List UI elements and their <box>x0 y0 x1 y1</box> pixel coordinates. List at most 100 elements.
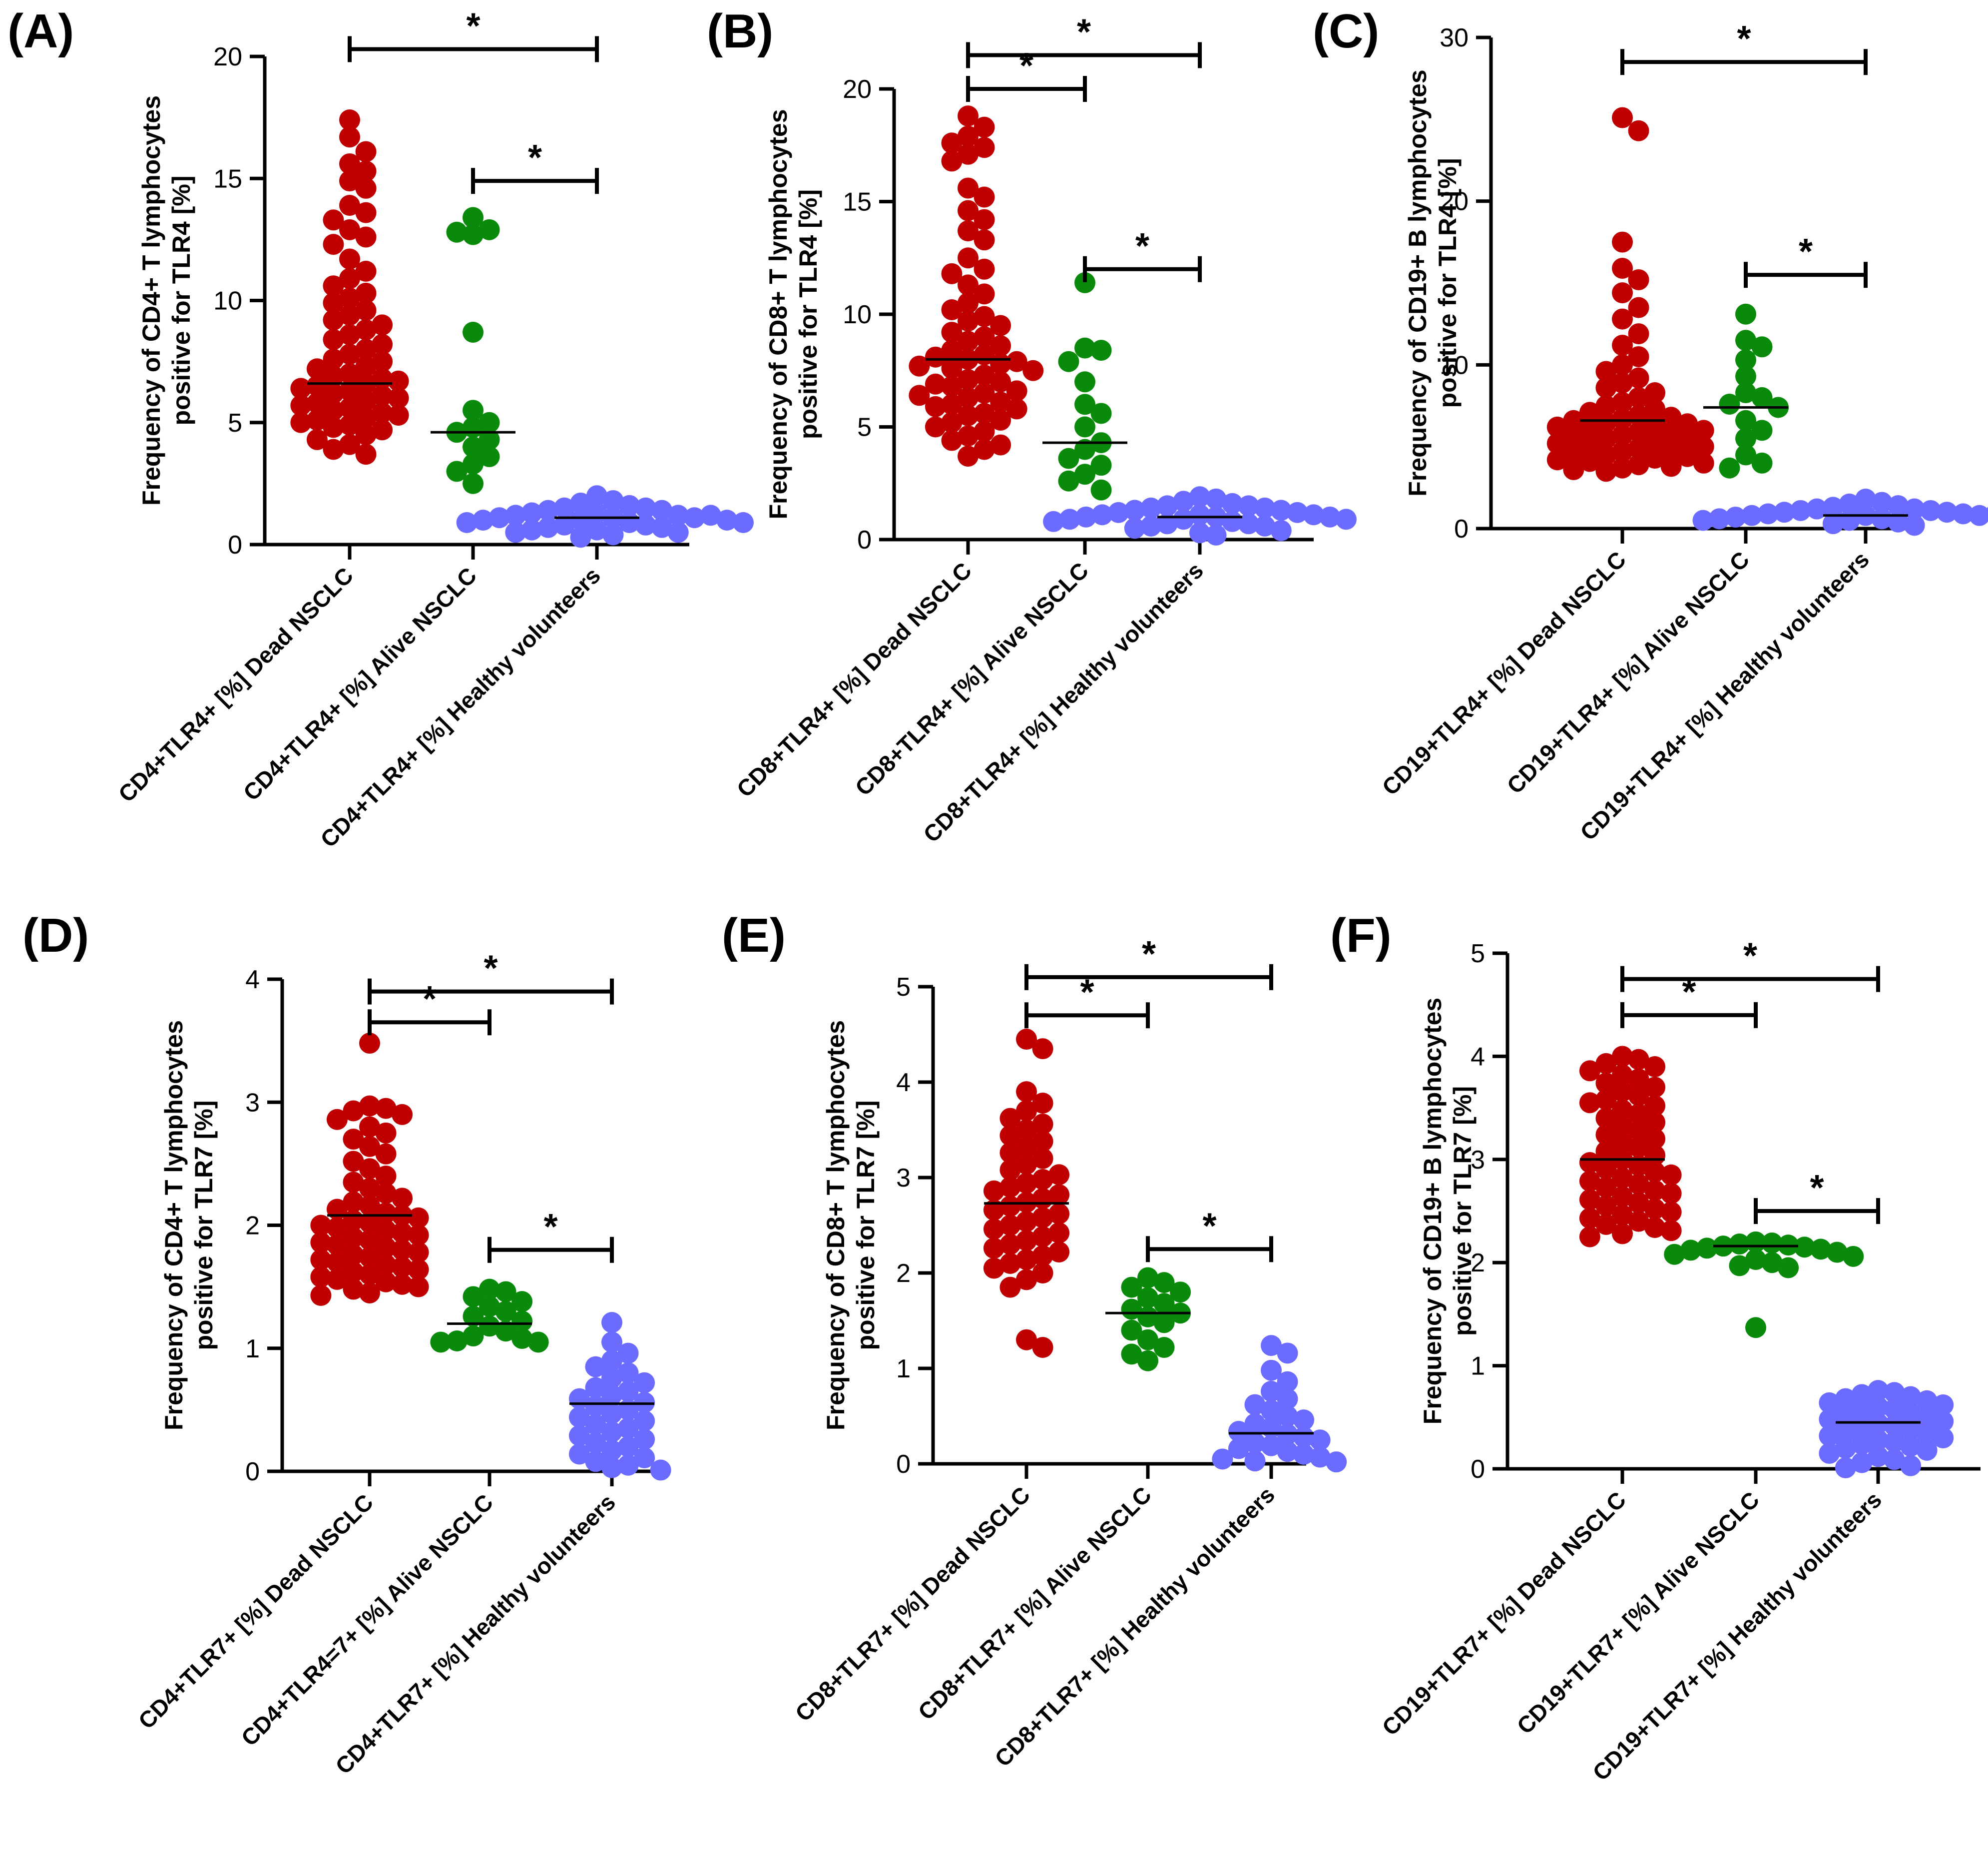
data-point <box>1677 446 1698 467</box>
data-point <box>355 260 377 282</box>
data-point <box>1851 1433 1873 1455</box>
data-point <box>323 292 344 314</box>
data-point <box>999 1177 1021 1198</box>
data-point <box>700 505 721 526</box>
data-point <box>1819 1443 1840 1464</box>
data-point <box>1091 504 1113 526</box>
data-point <box>446 221 468 243</box>
data-point <box>1016 1081 1037 1103</box>
data-point <box>1016 1100 1037 1122</box>
data-point <box>1244 1450 1266 1472</box>
data-point <box>355 226 377 248</box>
data-point <box>310 1232 332 1253</box>
data-point <box>1900 1386 1922 1407</box>
data-point <box>958 331 979 352</box>
data-point <box>1579 1060 1600 1082</box>
significance-label: * <box>1135 226 1149 266</box>
data-point <box>1595 361 1617 382</box>
series-dead-nsclc <box>1546 107 1714 482</box>
data-point <box>1644 1128 1666 1150</box>
data-point <box>343 1100 364 1122</box>
y-tick-label: 2 <box>896 1259 911 1288</box>
data-point <box>359 1246 380 1268</box>
data-point <box>983 1219 1004 1240</box>
data-point <box>1612 408 1633 430</box>
data-point <box>1751 420 1773 441</box>
y-tick-label: 15 <box>843 188 872 217</box>
data-point <box>1794 1237 1815 1258</box>
data-point <box>495 1300 516 1322</box>
data-point <box>1644 1077 1666 1098</box>
data-point <box>602 524 624 546</box>
data-point <box>941 412 963 433</box>
data-point <box>1156 495 1178 517</box>
data-point <box>585 1395 606 1417</box>
data-point <box>651 500 673 521</box>
y-tick-label: 20 <box>843 75 872 104</box>
significance-label: * <box>1799 232 1813 272</box>
series-healthy-volunteers <box>1692 489 1988 536</box>
data-point <box>339 126 360 148</box>
data-point <box>1016 1029 1037 1050</box>
data-point <box>1016 1230 1037 1251</box>
data-point <box>446 461 468 482</box>
data-point <box>958 310 979 332</box>
data-point <box>1628 438 1649 459</box>
data-point <box>339 170 360 192</box>
y-tick-label: 0 <box>245 1457 260 1486</box>
data-point <box>568 1406 590 1428</box>
data-point <box>1032 1148 1053 1169</box>
data-point <box>306 375 328 397</box>
data-point <box>489 507 510 529</box>
data-point <box>1309 1429 1331 1451</box>
significance-label: * <box>1019 46 1033 86</box>
data-point <box>521 519 542 541</box>
data-point <box>355 177 377 199</box>
data-point <box>1016 1119 1037 1141</box>
data-point <box>463 453 484 475</box>
data-point <box>617 1362 639 1383</box>
data-point <box>1595 1124 1617 1146</box>
data-point <box>355 424 377 446</box>
data-point <box>1843 1245 1864 1267</box>
y-axis-label-line: positive for TLR4 [%] <box>167 175 195 425</box>
series-dead-nsclc <box>909 105 1044 467</box>
data-point <box>651 517 673 538</box>
data-point <box>1595 1158 1617 1180</box>
data-point <box>479 1278 500 1300</box>
significance-label: * <box>1737 19 1751 59</box>
data-point <box>339 268 360 289</box>
data-point <box>1884 1415 1905 1436</box>
data-point <box>359 1158 380 1180</box>
data-point <box>1563 426 1584 448</box>
data-point <box>1058 470 1079 492</box>
data-point <box>1612 1167 1633 1189</box>
data-point <box>355 444 377 465</box>
data-point <box>1254 515 1276 537</box>
data-point <box>1851 1452 1873 1473</box>
data-point <box>1277 1371 1298 1392</box>
data-point <box>343 1278 364 1300</box>
data-point <box>355 319 377 341</box>
data-point <box>941 299 963 320</box>
data-point <box>323 209 344 231</box>
data-point <box>1254 497 1276 519</box>
data-point <box>1546 416 1568 438</box>
data-point <box>925 396 946 417</box>
data-point <box>326 1217 348 1239</box>
data-point <box>355 339 377 360</box>
data-point <box>323 365 344 387</box>
significance-bracket: * <box>1146 1206 1273 1262</box>
data-point <box>339 109 360 131</box>
data-point <box>1595 377 1617 399</box>
data-point <box>999 1234 1021 1255</box>
data-point <box>343 1151 364 1172</box>
data-point <box>463 1325 484 1347</box>
data-point <box>1819 1392 1840 1413</box>
y-tick-label: 0 <box>857 526 872 555</box>
data-point <box>1751 387 1773 408</box>
data-point <box>617 1454 639 1476</box>
data-point <box>1173 509 1194 530</box>
significance-label: * <box>1080 972 1094 1012</box>
y-tick-label: 2 <box>245 1212 260 1241</box>
